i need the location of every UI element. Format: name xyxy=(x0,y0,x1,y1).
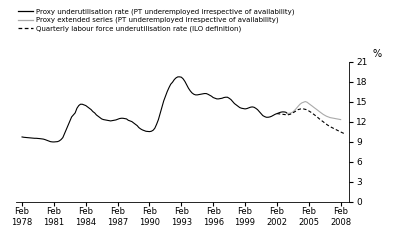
Text: %: % xyxy=(373,49,382,59)
Legend: Proxy underutilisation rate (PT underemployed irrespective of availability), Pro: Proxy underutilisation rate (PT underemp… xyxy=(15,6,297,34)
